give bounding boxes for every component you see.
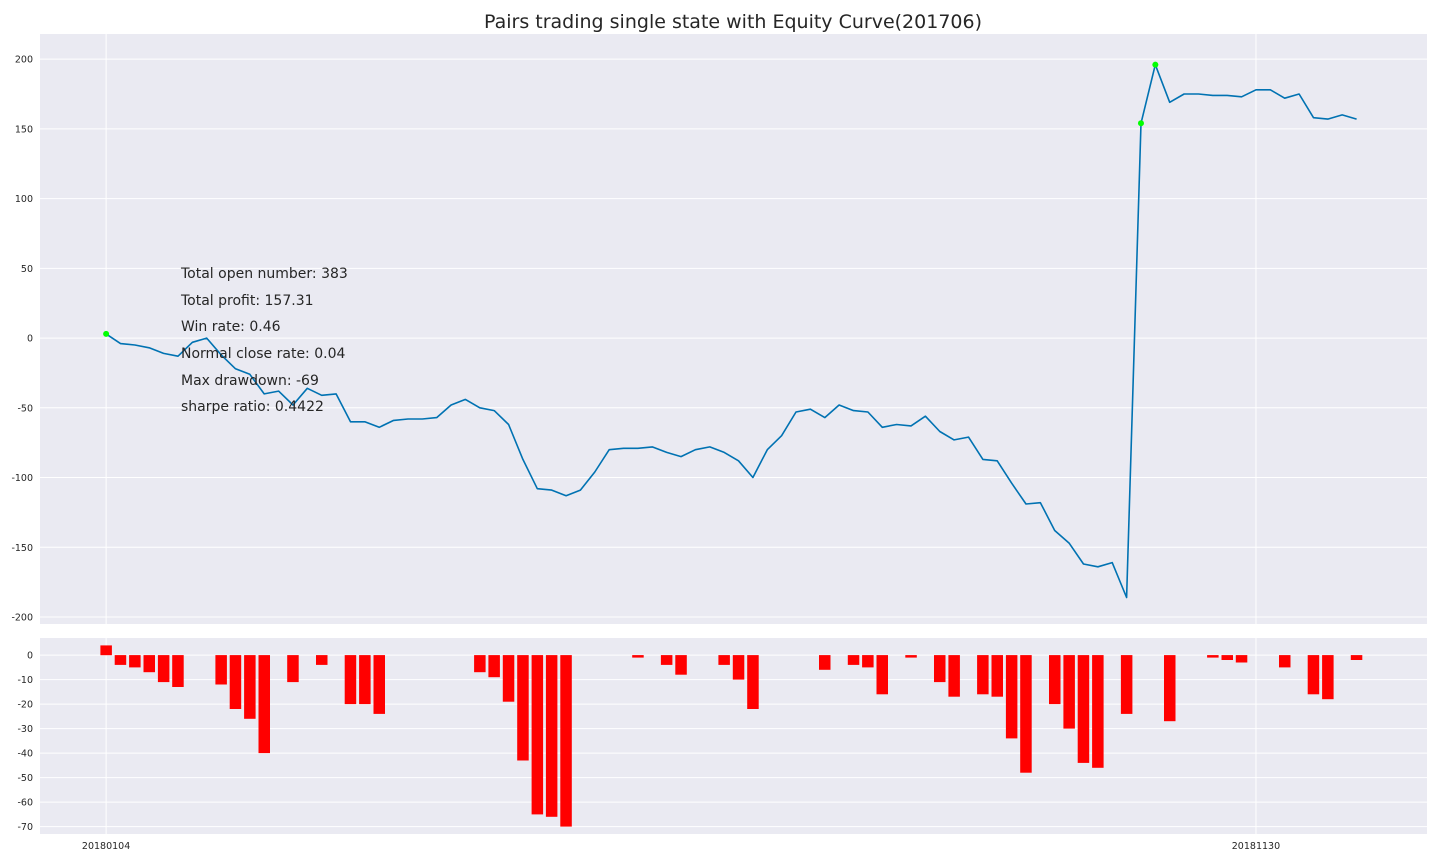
x-tick-label: 20181130 [1232,841,1280,852]
drawdown-bar [1120,655,1133,714]
drawdown-bar [660,655,673,665]
drawdown-panel: -70 -60 -50 -40 -30 -20 -10 0 20180104 20181130 [17,638,1427,852]
drawdown-bar [488,655,500,678]
equity-y-tick-label: -200 [11,613,33,624]
stat-max-drawdown: Max drawdown: -69 [181,373,319,389]
equity-marker [103,330,110,337]
drawdown-y-tick-label: -50 [17,773,33,784]
drawdown-bar [1207,655,1219,658]
drawdown-bar [934,655,946,683]
x-tick-label: 20180104 [82,841,130,852]
drawdown-bar [502,655,515,702]
drawdown-bar [316,655,328,665]
drawdown-bar [718,655,730,665]
equity-plot-background [40,34,1427,624]
stat-total-profit: Total profit: 157.31 [180,293,314,309]
drawdown-bar [215,655,227,685]
drawdown-bar [287,655,299,683]
drawdown-bar [1307,655,1320,695]
stat-win-rate: Win rate: 0.46 [181,319,281,335]
drawdown-bar [1350,655,1363,660]
drawdown-bar [732,655,745,680]
drawdown-bar [531,655,544,815]
drawdown-y-tick-label: 0 [27,651,33,662]
equity-y-tick-label: -100 [11,473,33,484]
drawdown-bar [359,655,371,705]
drawdown-bar [100,645,112,656]
drawdown-bar [157,655,170,683]
drawdown-bar [244,655,256,719]
drawdown-bar [1049,655,1061,705]
equity-y-tick-label: 200 [15,55,33,66]
drawdown-bar [1235,655,1248,663]
equity-gridlines [40,34,1427,624]
equity-y-tick-label: -150 [11,543,33,554]
drawdown-bar [229,655,242,709]
drawdown-bar [1279,655,1291,668]
drawdown-bar [948,655,960,697]
drawdown-bar [977,655,989,695]
equity-y-tick-label: 100 [15,194,33,205]
equity-panel: -200 -150 -100 -50 0 50 100 150 200 Total open n… [11,34,1427,624]
equity-y-tick-label: 50 [21,264,33,275]
drawdown-y-tick-label: -60 [17,798,33,809]
x-axis: 20180104 20181130 [82,841,1280,852]
equity-curve-series [105,63,1357,599]
drawdown-y-axis: -70 -60 -50 -40 -30 -20 -10 0 [17,651,33,834]
drawdown-bar [474,655,486,673]
stats-annotation: Total open number: 383 Total profit: 157… [180,266,348,415]
drawdown-bar [819,655,831,670]
equity-y-axis: -200 -150 -100 -50 0 50 100 150 200 [11,55,33,624]
stat-normal-close-rate: Normal close rate: 0.04 [181,346,345,362]
drawdown-bar [747,655,759,709]
drawdown-bar [560,655,572,827]
chart-title: Pairs trading single state with Equity C… [484,11,982,33]
drawdown-bar [1063,655,1075,729]
stat-sharpe-ratio: sharpe ratio: 0.4422 [181,399,324,415]
drawdown-bar [1221,655,1233,660]
drawdown-y-tick-label: -20 [17,700,33,711]
drawdown-bar [129,655,141,668]
drawdown-bar [632,655,644,658]
stat-total-open: Total open number: 383 [180,266,348,282]
drawdown-bar [545,655,558,817]
drawdown-bar [1164,655,1176,722]
drawdown-bar [1020,655,1032,773]
drawdown-bar [517,655,529,761]
drawdown-gridlines [40,638,1427,834]
drawdown-bar [1077,655,1090,763]
drawdown-bar [172,655,184,687]
equity-marker [1137,120,1144,127]
equity-y-tick-label: 150 [15,124,33,135]
drawdown-bar [373,655,385,714]
drawdown-bar [1005,655,1018,739]
drawdown-bar [991,655,1003,697]
drawdown-y-tick-label: -70 [17,822,33,833]
drawdown-bar [862,655,874,668]
drawdown-bar [344,655,357,705]
equity-y-tick-label: -50 [17,403,33,414]
equity-markers [103,61,1159,337]
drawdown-bar [905,655,917,658]
drawdown-y-tick-label: -30 [17,724,33,735]
equity-marker [1152,61,1159,68]
drawdown-bar [258,655,270,754]
drawdown-bar [1322,655,1334,700]
drawdown-bar [847,655,860,665]
drawdown-bar [143,655,155,673]
drawdown-y-tick-label: -40 [17,749,33,760]
drawdown-y-tick-label: -10 [17,675,33,686]
drawdown-bar [876,655,888,695]
equity-y-tick-label: 0 [27,334,33,345]
drawdown-bar [114,655,127,665]
equity-curve-line [105,63,1357,599]
drawdown-bar [675,655,687,675]
drawdown-bars [100,645,1363,827]
drawdown-bar [1092,655,1104,768]
